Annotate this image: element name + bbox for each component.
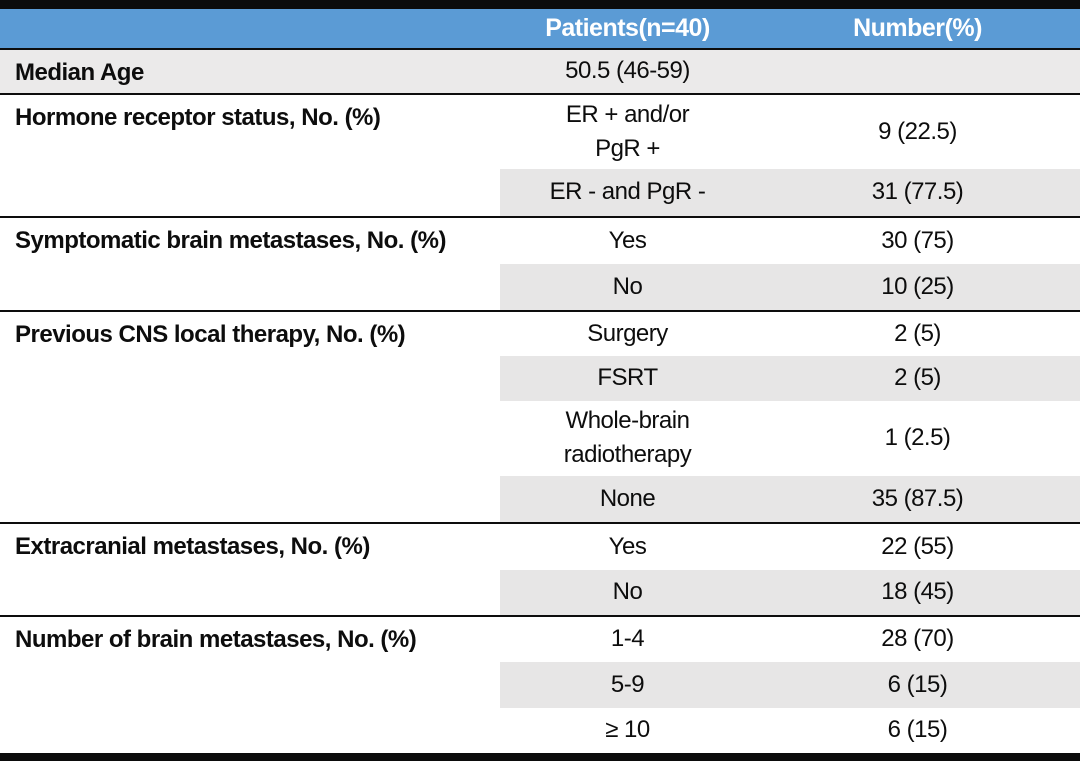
subcategory-cell: ≥ 10: [605, 716, 650, 744]
table-row: FSRT 2 (5): [0, 355, 1080, 401]
subcategory-cell: No: [500, 569, 755, 616]
header-number: Number(%): [755, 4, 1080, 50]
table-row: Number of brain metastases, No. (%) 1-4 …: [0, 614, 1080, 757]
table-row: Symptomatic brain metastases, No. (%) Ye…: [0, 215, 1080, 311]
category-cell: Extracranial metastases, No. (%): [0, 521, 500, 616]
value-cell: 6 (15): [755, 661, 1080, 708]
table-row: Previous CNS local therapy, No. (%) Surg…: [0, 309, 1080, 523]
value-cell: 18 (45): [755, 569, 1080, 616]
category-cell: Median Age: [0, 47, 500, 94]
subcategory-cell: 50.5 (46-59): [500, 47, 755, 94]
table-header-row: Patients(n=40) Number(%): [0, 4, 1080, 50]
subcategory-cell: 5-9: [500, 661, 755, 708]
subcategory-cell: ER - and PgR -: [500, 168, 755, 217]
subcategory-cell: Surgery: [500, 309, 755, 356]
header-empty-cell: [0, 4, 500, 50]
subcategory-cell: ER + and/or PgR +: [500, 92, 755, 169]
subcategory-cell: Yes: [500, 521, 755, 570]
table-row: ER - and PgR - 31 (77.5): [0, 168, 1080, 217]
value-cell: 28 (70): [755, 614, 1080, 662]
subcategory-cell: No: [500, 263, 755, 311]
value-cell: 10 (25): [755, 263, 1080, 311]
table-row: No 18 (45): [0, 569, 1080, 616]
patient-characteristics-table: Patients(n=40) Number(%) Median Age 50.5…: [0, 0, 1080, 761]
table-row: Hormone receptor status, No. (%) ER + an…: [0, 92, 1080, 217]
table-row: Whole-brain radiotherapy 1 (2.5): [0, 401, 1080, 476]
subcategory-cell: 1-4: [500, 614, 755, 662]
value-cell: 22 (55): [755, 521, 1080, 570]
subcategory-cell: None: [500, 475, 755, 523]
subcategory-cell: FSRT: [500, 355, 755, 401]
header-patients: Patients(n=40): [500, 4, 755, 50]
value-cell: 30 (75): [755, 215, 1080, 264]
table-row: Extracranial metastases, No. (%) Yes 22 …: [0, 521, 1080, 616]
table-row: ≥ 10 6 (15): [0, 708, 1080, 757]
value-cell: 1 (2.5): [884, 424, 951, 452]
category-cell: Hormone receptor status, No. (%): [0, 92, 500, 217]
category-cell: Symptomatic brain metastases, No. (%): [0, 215, 500, 311]
table-row: No 10 (25): [0, 263, 1080, 311]
value-cell: 35 (87.5): [755, 475, 1080, 523]
value-cell: [755, 47, 1080, 94]
table-row: Median Age 50.5 (46-59): [0, 47, 1080, 94]
value-cell: 2 (5): [755, 309, 1080, 356]
table-row: None 35 (87.5): [0, 475, 1080, 523]
value-cell: 9 (22.5): [755, 92, 1080, 169]
subcategory-cell: Whole-brain radiotherapy: [563, 407, 692, 468]
value-cell: 6 (15): [887, 716, 948, 744]
subcategory-cell: Yes: [500, 215, 755, 264]
table-row: 5-9 6 (15): [0, 661, 1080, 708]
value-cell: 31 (77.5): [755, 168, 1080, 217]
value-cell: 2 (5): [755, 355, 1080, 401]
category-cell: Number of brain metastases, No. (%): [0, 614, 500, 757]
category-cell: Previous CNS local therapy, No. (%): [0, 309, 500, 523]
